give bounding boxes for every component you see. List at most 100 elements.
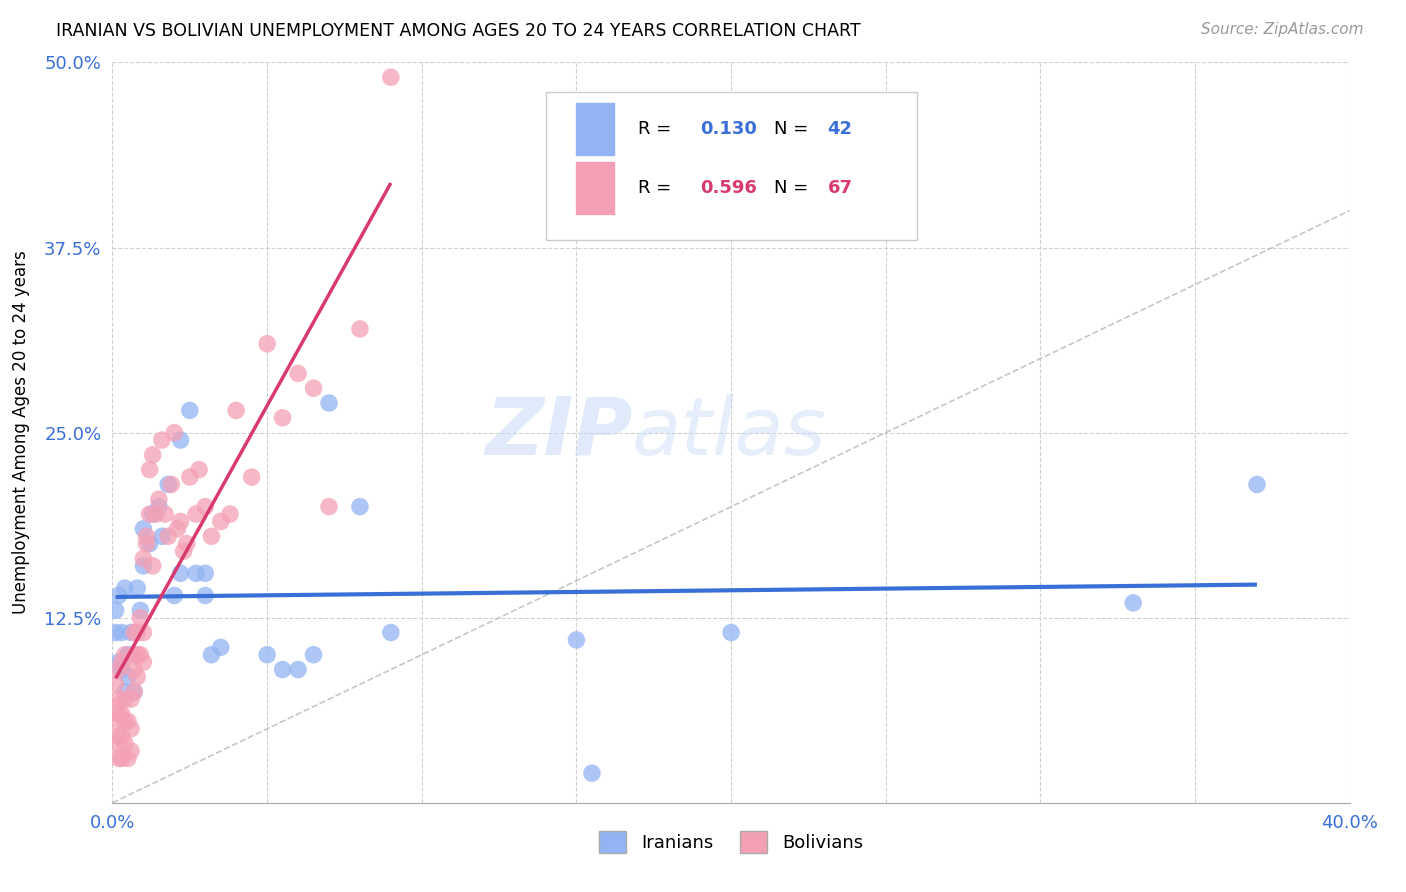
Point	[219, 507, 242, 521]
Point	[122, 625, 145, 640]
Bar	[576, 162, 613, 214]
Point	[132, 558, 155, 573]
Point	[287, 367, 309, 381]
Point	[302, 381, 325, 395]
Text: R =: R =	[638, 179, 678, 197]
Point	[256, 336, 278, 351]
Point	[157, 529, 180, 543]
Point	[122, 685, 145, 699]
Point	[184, 507, 207, 521]
Point	[380, 70, 402, 85]
Point	[138, 507, 160, 521]
Text: N =: N =	[775, 179, 814, 197]
Point	[169, 515, 191, 529]
Point	[318, 500, 340, 514]
Point	[179, 470, 201, 484]
Point	[194, 589, 217, 603]
Text: 0.130: 0.130	[700, 120, 756, 138]
Point	[318, 396, 340, 410]
Point	[160, 477, 183, 491]
Point	[132, 655, 155, 669]
Point	[271, 410, 294, 425]
Point	[114, 648, 136, 662]
Point	[107, 751, 129, 765]
Point	[163, 589, 186, 603]
Point	[349, 322, 371, 336]
Point	[209, 640, 232, 655]
Point	[179, 403, 201, 417]
Point	[1246, 477, 1268, 491]
Point	[111, 706, 134, 721]
Point	[153, 507, 176, 521]
Point	[150, 529, 173, 543]
Point	[138, 536, 160, 550]
Point	[107, 589, 129, 603]
Point	[111, 751, 134, 765]
Point	[111, 625, 134, 640]
Y-axis label: Unemployment Among Ages 20 to 24 years: Unemployment Among Ages 20 to 24 years	[13, 251, 30, 615]
Point	[380, 625, 402, 640]
Point	[148, 500, 170, 514]
Point	[107, 663, 129, 677]
Point	[209, 515, 232, 529]
Text: 42: 42	[828, 120, 852, 138]
Point	[225, 403, 247, 417]
Point	[166, 522, 188, 536]
Point	[240, 470, 263, 484]
Point	[271, 663, 294, 677]
Point	[142, 558, 165, 573]
Point	[104, 714, 127, 729]
Point	[111, 663, 134, 677]
Point	[104, 737, 127, 751]
Point	[120, 692, 142, 706]
Point	[188, 462, 211, 476]
Point	[107, 706, 129, 721]
Point	[194, 566, 217, 581]
Point	[127, 581, 149, 595]
Text: IRANIAN VS BOLIVIAN UNEMPLOYMENT AMONG AGES 20 TO 24 YEARS CORRELATION CHART: IRANIAN VS BOLIVIAN UNEMPLOYMENT AMONG A…	[56, 22, 860, 40]
Bar	[576, 103, 613, 155]
Point	[148, 492, 170, 507]
Point	[129, 610, 152, 624]
Point	[142, 507, 165, 521]
Point	[107, 692, 129, 706]
Point	[169, 433, 191, 447]
Point	[132, 522, 155, 536]
Point	[114, 737, 136, 751]
Point	[104, 603, 127, 617]
Point	[114, 685, 136, 699]
Point	[107, 655, 129, 669]
Point	[145, 507, 167, 521]
Point	[117, 751, 139, 765]
Text: 67: 67	[828, 179, 852, 197]
Point	[200, 648, 222, 662]
Point	[114, 581, 136, 595]
Point	[138, 462, 160, 476]
Point	[132, 625, 155, 640]
Point	[104, 677, 127, 691]
FancyBboxPatch shape	[546, 92, 917, 240]
Point	[256, 648, 278, 662]
Point	[184, 566, 207, 581]
Point	[127, 648, 149, 662]
Point	[163, 425, 186, 440]
Text: 0.596: 0.596	[700, 179, 756, 197]
Text: ZIP: ZIP	[485, 393, 633, 472]
Point	[111, 655, 134, 669]
Point	[120, 625, 142, 640]
Point	[117, 648, 139, 662]
Point	[200, 529, 222, 543]
Point	[157, 477, 180, 491]
Point	[135, 529, 157, 543]
Point	[117, 670, 139, 684]
Text: R =: R =	[638, 120, 678, 138]
Point	[120, 744, 142, 758]
Point	[129, 648, 152, 662]
Text: Source: ZipAtlas.com: Source: ZipAtlas.com	[1201, 22, 1364, 37]
Point	[114, 714, 136, 729]
Point	[122, 685, 145, 699]
Text: N =: N =	[775, 120, 814, 138]
Point	[132, 551, 155, 566]
Point	[565, 632, 588, 647]
Point	[122, 663, 145, 677]
